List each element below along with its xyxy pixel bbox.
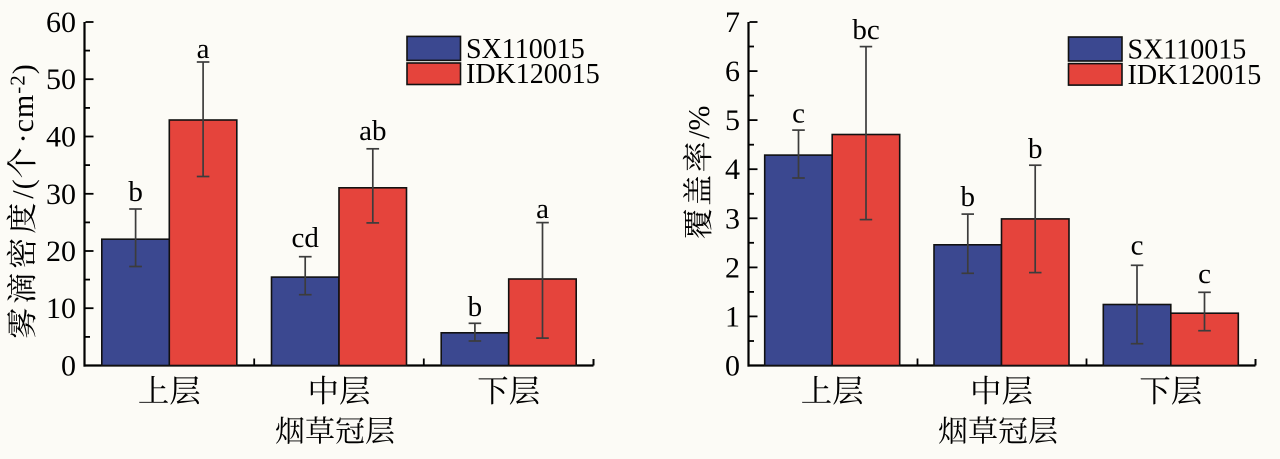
svg-text:60: 60	[46, 6, 76, 39]
svg-text:30: 30	[46, 178, 76, 211]
svg-text:c: c	[792, 98, 805, 130]
svg-text:c: c	[1131, 230, 1144, 262]
svg-text:IDK120015: IDK120015	[466, 59, 600, 90]
svg-text:IDK120015: IDK120015	[1128, 60, 1262, 91]
svg-text:b: b	[1028, 133, 1043, 165]
svg-text:0: 0	[61, 350, 76, 383]
svg-text:b: b	[128, 176, 143, 208]
svg-text:1: 1	[725, 300, 740, 333]
svg-text:c: c	[1198, 258, 1211, 290]
svg-text:SX110015: SX110015	[1128, 35, 1247, 66]
svg-text:bc: bc	[852, 14, 879, 46]
svg-text:40: 40	[46, 121, 76, 154]
svg-text:ab: ab	[359, 115, 386, 147]
svg-text:cd: cd	[292, 222, 320, 254]
svg-text:0: 0	[725, 350, 740, 383]
svg-text:4: 4	[725, 153, 740, 186]
svg-text:10: 10	[46, 292, 76, 325]
svg-text:2: 2	[725, 251, 740, 284]
svg-text:6: 6	[725, 55, 740, 88]
svg-text:b: b	[961, 181, 976, 213]
svg-text:a: a	[197, 33, 210, 65]
svg-text:5: 5	[725, 104, 740, 137]
svg-text:50: 50	[46, 63, 76, 96]
svg-text:7: 7	[725, 6, 740, 39]
svg-text:b: b	[468, 291, 483, 323]
svg-text:SX110015: SX110015	[466, 34, 585, 65]
svg-text:a: a	[536, 193, 549, 225]
svg-text:20: 20	[46, 235, 76, 268]
svg-text:3: 3	[725, 202, 740, 235]
